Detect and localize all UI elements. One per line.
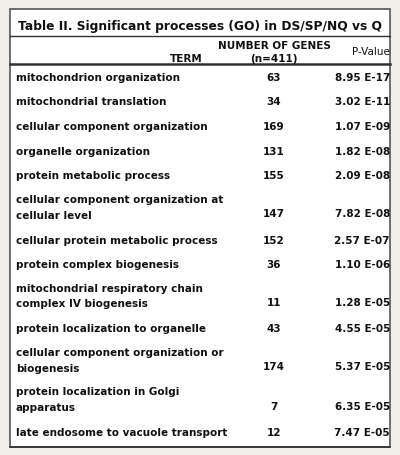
Text: late endosome to vacuole transport: late endosome to vacuole transport [16, 427, 227, 437]
Text: 36: 36 [267, 260, 281, 270]
Text: 152: 152 [263, 235, 285, 245]
Text: 5.37 E-05: 5.37 E-05 [335, 362, 390, 372]
Text: 43: 43 [267, 324, 281, 334]
Text: 169: 169 [263, 121, 285, 131]
Text: protein localization in Golgi: protein localization in Golgi [16, 386, 179, 396]
Text: mitochondrial translation: mitochondrial translation [16, 97, 166, 107]
Text: biogenesis: biogenesis [16, 363, 79, 373]
Text: 7.47 E-05: 7.47 E-05 [334, 427, 390, 437]
Text: P-Value: P-Value [352, 47, 390, 57]
Text: 147: 147 [263, 209, 285, 219]
Text: 1.82 E-08: 1.82 E-08 [335, 147, 390, 157]
Text: 174: 174 [263, 362, 285, 372]
Text: 1.10 E-06: 1.10 E-06 [335, 260, 390, 270]
Text: 34: 34 [267, 97, 281, 107]
Text: 12: 12 [267, 427, 281, 437]
Text: mitochondrion organization: mitochondrion organization [16, 72, 180, 82]
Text: organelle organization: organelle organization [16, 147, 150, 157]
Text: apparatus: apparatus [16, 402, 76, 412]
Text: 63: 63 [267, 72, 281, 82]
Text: 131: 131 [263, 147, 285, 157]
Text: 4.55 E-05: 4.55 E-05 [335, 324, 390, 334]
Text: Table II. Significant processes (GO) in DS/SP/NQ vs Q: Table II. Significant processes (GO) in … [18, 20, 382, 33]
Text: cellular level: cellular level [16, 210, 92, 220]
Text: protein metabolic process: protein metabolic process [16, 171, 170, 181]
Text: TERM: TERM [170, 54, 202, 64]
Text: 155: 155 [263, 171, 285, 181]
Text: protein complex biogenesis: protein complex biogenesis [16, 260, 179, 270]
Text: 2.09 E-08: 2.09 E-08 [335, 171, 390, 181]
Text: cellular component organization at: cellular component organization at [16, 194, 223, 204]
Text: (n=411): (n=411) [250, 54, 298, 64]
Text: cellular component organization: cellular component organization [16, 121, 208, 131]
Text: 11: 11 [267, 298, 281, 308]
Text: cellular protein metabolic process: cellular protein metabolic process [16, 235, 218, 245]
Text: NUMBER OF GENES: NUMBER OF GENES [218, 40, 330, 51]
Text: 1.07 E-09: 1.07 E-09 [335, 121, 390, 131]
Text: complex IV biogenesis: complex IV biogenesis [16, 299, 148, 309]
Text: cellular component organization or: cellular component organization or [16, 347, 224, 357]
Text: 3.02 E-11: 3.02 E-11 [335, 97, 390, 107]
Text: mitochondrial respiratory chain: mitochondrial respiratory chain [16, 283, 203, 293]
Text: 1.28 E-05: 1.28 E-05 [335, 298, 390, 308]
FancyBboxPatch shape [10, 10, 390, 447]
Text: 8.95 E-17: 8.95 E-17 [335, 72, 390, 82]
Text: 7.82 E-08: 7.82 E-08 [335, 209, 390, 219]
Text: 6.35 E-05: 6.35 E-05 [335, 401, 390, 411]
Text: protein localization to organelle: protein localization to organelle [16, 324, 206, 334]
Text: 2.57 E-07: 2.57 E-07 [334, 235, 390, 245]
Text: 7: 7 [270, 401, 278, 411]
